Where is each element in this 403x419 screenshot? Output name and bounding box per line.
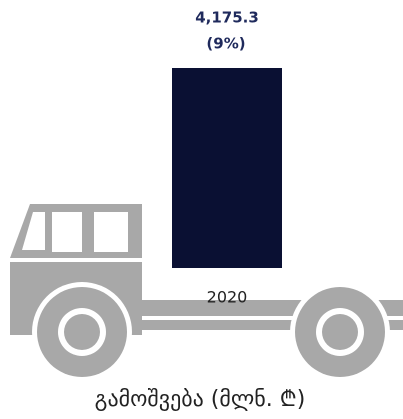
x-tick-label: 2020 [207,288,248,307]
chart-title: გამოშვება (მლნ. ₾) [95,387,306,412]
annotation: (9%) [206,35,245,53]
value-label: 4,175.3 [195,9,259,27]
bar [172,68,282,268]
chart: გამოშვება (მლნ. ₾) (9%) 2020 4,175.3 [0,0,403,419]
